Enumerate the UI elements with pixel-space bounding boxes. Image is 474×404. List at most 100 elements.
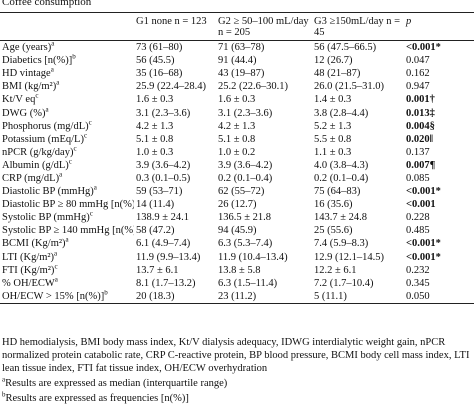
p-value: 0.050: [404, 289, 474, 304]
cell-value: 56 (47.5–66.5): [314, 42, 377, 54]
row-label-note: c: [35, 93, 39, 100]
footnote-text: Results are expressed as frequencies [n(…: [5, 393, 189, 404]
cell-value: 75 (64–83): [314, 186, 361, 198]
cell-value: 12.2 ± 6.1: [314, 264, 357, 276]
column-header: p: [404, 12, 474, 41]
cell-value: 11.9 (10.4–13.4): [218, 251, 288, 263]
cell-value: 3.9 (3.6–4.2): [136, 159, 191, 171]
cell-value: 3.1 (2.3–3.6): [218, 107, 273, 119]
table-row: Systolic BP (mmHg)c 138.9 ± 24.1 136.5 ± 2…: [0, 211, 474, 224]
row-label: DWG (%)a: [0, 106, 134, 119]
row-label: Systolic BP ≥ 140 mmHg [n(%)]b: [0, 224, 134, 237]
row-label-note: a: [93, 185, 97, 192]
cell-value: 11.9 (9.9–13.4): [136, 251, 201, 263]
table-row: Albumin (g/dL)c 3.9 (3.6–4.2) 3.9 (3.6–4.2…: [0, 159, 474, 172]
cell-value: 4.0 (3.8–4.3): [314, 159, 369, 171]
table-row: BCMI (Kg/m²)a 6.1 (4.9–7.4) 6.3 (5.3–7.4) 7…: [0, 237, 474, 250]
cell-value: 43 (19–87): [218, 68, 265, 80]
cell-value: 1.4 ± 0.3: [314, 94, 352, 106]
cell-value: 25.9 (22.4–28.4): [136, 81, 206, 93]
table-caption: Coffee consumption: [2, 0, 92, 8]
row-label-text: Phosphorus (mg/dL): [2, 120, 89, 132]
row-label: FTI (Kg/m²)c: [0, 264, 134, 277]
row-label: CRP (mg/dL)a: [0, 172, 134, 185]
footnote: bResults are expressed as frequencies [n…: [2, 391, 472, 404]
p-value: 0.001†: [406, 94, 435, 106]
table-row: DWG (%)a 3.1 (2.3–3.6) 3.1 (2.3–3.6) 3.8 (2…: [0, 106, 474, 119]
row-label: Potassium (mEq/L)c: [0, 133, 134, 146]
table-row: Potassium (mEq/L)c 5.1 ± 0.8 5.1 ± 0.8 5.5 …: [0, 133, 474, 146]
p-value: <0.001*: [406, 251, 441, 263]
cell-value: 12 (26.7): [314, 55, 353, 67]
cell-value: 3.1 (2.3–3.6): [136, 107, 191, 119]
abbreviations: HD hemodialysis, BMI body mass index, Kt…: [2, 336, 472, 375]
row-label-note: a: [51, 40, 55, 48]
cell-value: 25 (55.6): [314, 225, 353, 237]
row-label-text: % OH/ECW: [2, 277, 55, 289]
cell-value: 136.5 ± 21.8: [218, 212, 272, 224]
row-label: BCMI (Kg/m²)a: [0, 237, 134, 250]
table-body: Age (years)a 73 (61–80) 71 (63–78) 56 (47.5…: [0, 41, 474, 304]
p-value: 0.485: [406, 225, 430, 237]
row-label-note: b: [72, 54, 76, 61]
row-label-text: HD vintage: [2, 68, 51, 80]
row-label-note: c: [83, 132, 88, 140]
p-value: 0.004§: [406, 120, 435, 132]
row-label-note: a: [45, 106, 49, 114]
abbreviations-text: HD hemodialysis, BMI body mass index, Kt…: [2, 337, 470, 374]
cell-value: 4.2 ± 1.3: [218, 120, 256, 132]
cell-value: 0.3 (0.1–0.5): [136, 172, 191, 184]
cell-value: 6.1 (4.9–7.4): [136, 238, 191, 250]
row-label: Diastolic BP (mmHg)a: [0, 185, 134, 198]
cell-value: 58 (47.2): [136, 225, 175, 237]
data-table: G1 none n = 123 G2 ≥ 50–100 mL/day n = 20…: [0, 12, 474, 304]
row-label-note: c: [54, 263, 58, 271]
row-label-note: a: [65, 237, 69, 244]
cell-value: 1.1 ± 0.3: [314, 146, 352, 158]
cell-value: 5.5 ± 0.8: [314, 133, 352, 145]
cell-value: 5 (11.1): [312, 289, 404, 304]
column-header: G1 none n = 123: [134, 12, 216, 41]
cell-value: 1.0 ± 0.3: [136, 146, 174, 158]
p-value: <0.001: [406, 199, 436, 211]
row-label: Kt/V eqc: [0, 93, 134, 106]
cell-value: 13.8 ± 5.8: [218, 264, 261, 276]
row-label: Diabetics [n(%)]b: [0, 54, 134, 67]
footnote-text: Results are expressed as median (interqu…: [5, 378, 228, 389]
table-row: CRP (mg/dL)a 0.3 (0.1–0.5) 0.2 (0.1–0.4) 0.…: [0, 172, 474, 185]
row-label-text: Diastolic BP (mmHg): [2, 186, 94, 198]
row-label-text: Diastolic BP ≥ 80 mmHg [n(%)]: [2, 199, 134, 211]
cell-value: 59 (53–71): [136, 186, 183, 198]
p-value: 0.085: [406, 172, 430, 184]
cell-value: 56 (45.5): [136, 55, 175, 67]
table-row: Diastolic BP ≥ 80 mmHg [n(%)]b14 (11.4) 2…: [0, 198, 474, 211]
row-label: BMI (kg/m²)a: [0, 80, 134, 93]
cell-value: 5.1 ± 0.8: [218, 133, 256, 145]
cell-value: 94 (45.9): [218, 225, 257, 237]
cell-value: 26.0 (21.5–31.0): [314, 81, 384, 93]
table-row: % OH/ECWa 8.1 (1.7–13.2) 6.3 (1.5–11.4) 7.2…: [0, 277, 474, 290]
cell-value: 20 (18.3): [134, 289, 216, 304]
row-label: Age (years)a: [0, 41, 134, 55]
cell-value: 48 (21–87): [314, 68, 361, 80]
table-row: Kt/V eqc 1.6 ± 0.3 1.6 ± 0.3 1.4 ± 0.3 0.001…: [0, 93, 474, 106]
row-label-text: FTI (Kg/m²): [2, 264, 55, 276]
row-label-text: nPCR (g/kg/day): [2, 146, 74, 158]
p-value: 0.013‡: [406, 107, 435, 119]
table-row: Diastolic BP (mmHg)a 59 (53–71) 62 (55–72)…: [0, 185, 474, 198]
row-label-text: LTI (Kg/m²): [2, 251, 55, 263]
row-label-text: Diabetics [n(%)]: [2, 55, 73, 67]
cell-value: 1.6 ± 0.3: [136, 94, 174, 106]
row-label-text: Potassium (mEq/L): [2, 133, 84, 145]
footnote-mark: a: [2, 375, 6, 384]
column-header: [0, 12, 134, 41]
table-row: BMI (kg/m²)a 25.9 (22.4–28.4) 25.2 (22.6–3…: [0, 80, 474, 93]
row-label: OH/ECW > 15% [n(%)]b: [0, 289, 134, 304]
table-row: Age (years)a 73 (61–80) 71 (63–78) 56 (47.5…: [0, 41, 474, 55]
cell-value: 143.7 ± 24.8: [314, 212, 368, 224]
row-label-text: CRP (mg/dL): [2, 172, 60, 184]
p-value: 0.007¶: [406, 159, 436, 171]
p-value: <0.001*: [406, 186, 441, 198]
row-label-note: a: [54, 276, 58, 284]
table-row: Phosphorus (mg/dL)c 4.2 ± 1.3 4.2 ± 1.3 5.2…: [0, 120, 474, 133]
